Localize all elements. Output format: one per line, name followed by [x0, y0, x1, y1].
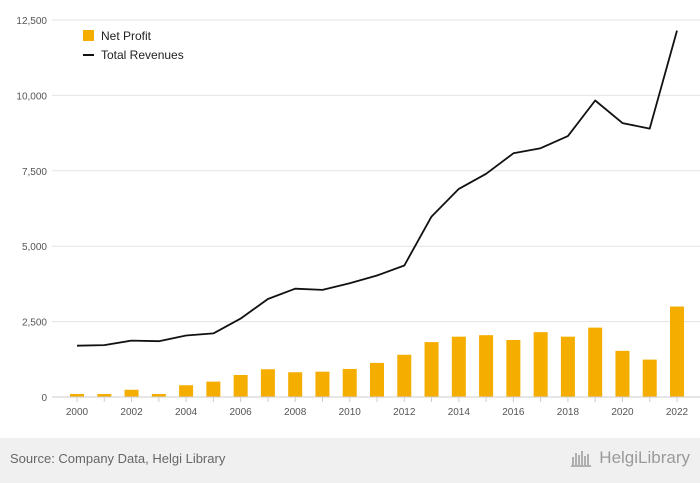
y-tick-label: 5,000: [22, 242, 47, 253]
net-profit-bar: [370, 362, 384, 397]
source-text: Source: Company Data, Helgi Library: [10, 451, 226, 466]
net-profit-bar: [151, 393, 166, 397]
net-profit-bar: [260, 369, 275, 397]
net-profit-bar: [70, 393, 84, 397]
net-profit-bar: [560, 336, 575, 397]
legend-swatch-net-profit: [83, 30, 94, 41]
y-tick-label: 0: [41, 393, 47, 404]
helgi-library-logo-icon: [571, 451, 592, 467]
brand: HelgiLibrary: [571, 448, 690, 468]
net-profit-bar: [342, 368, 357, 397]
legend: Net Profit Total Revenues: [83, 29, 184, 62]
net-profit-bar: [124, 389, 139, 397]
net-profit-bars: [70, 306, 684, 397]
y-tick-label: 10,000: [16, 91, 47, 102]
net-profit-bar: [506, 339, 521, 397]
x-tick-label: 2014: [448, 407, 471, 418]
net-profit-bar: [533, 332, 548, 397]
x-tick-label: 2004: [175, 407, 198, 418]
footer: [0, 438, 700, 483]
net-profit-bar: [233, 374, 248, 397]
x-tick-label: 2016: [502, 407, 525, 418]
net-profit-bar: [588, 327, 603, 397]
total-revenues-line: [76, 30, 678, 347]
net-profit-bar: [315, 371, 330, 397]
net-profit-bar: [615, 350, 630, 397]
legend-label-total-revenues: Total Revenues: [101, 48, 184, 62]
brand-name: HelgiLibrary: [599, 448, 690, 467]
x-tick-label: 2002: [120, 407, 143, 418]
net-profit-bar: [288, 372, 303, 397]
x-tick-label: 2010: [339, 407, 362, 418]
net-profit-bar: [479, 335, 494, 397]
x-tick-label: 2012: [393, 407, 416, 418]
x-tick-label: 2008: [284, 407, 307, 418]
grid: [52, 19, 700, 323]
net-profit-bar: [397, 354, 412, 397]
x-tick-label: 2006: [230, 407, 253, 418]
net-profit-bar: [206, 381, 221, 397]
net-profit-bar: [670, 306, 684, 397]
x-axis: 2000 2002 2004 2006 2008 2010 2012 2014 2016 2018…: [52, 396, 700, 418]
y-tick-label: 2,500: [22, 318, 47, 329]
x-tick-label: 2022: [666, 407, 689, 418]
net-profit-bar: [179, 385, 194, 397]
net-profit-bar: [424, 342, 439, 397]
net-profit-bar: [97, 393, 112, 397]
net-profit-bar: [451, 336, 466, 397]
y-tick-label: 12,500: [16, 16, 47, 27]
legend-label-net-profit: Net Profit: [101, 29, 152, 43]
total-revenues-line-group: [76, 30, 678, 347]
x-tick-label: 2020: [611, 407, 634, 418]
net-profit-bar: [642, 359, 657, 397]
y-tick-label: 7,500: [22, 167, 47, 178]
y-axis-ticks: 0 2,500 5,000 7,500 10,000 12,500: [16, 16, 47, 404]
x-tick-label: 2000: [66, 407, 89, 418]
x-tick-label: 2018: [557, 407, 580, 418]
